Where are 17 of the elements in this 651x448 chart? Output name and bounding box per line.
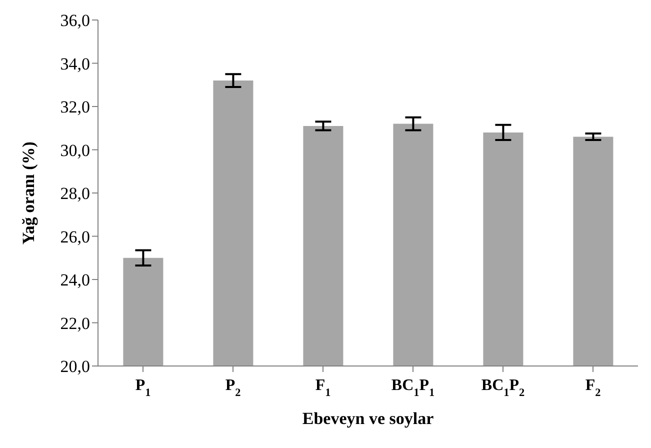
- y-tick-label: 20,0: [60, 357, 90, 376]
- y-tick-label: 34,0: [60, 54, 90, 74]
- x-tick-label: BC$_{1}$P$_{2}$: [481, 377, 526, 399]
- y-tick-label: 22,0: [60, 314, 90, 333]
- x-tick-label: F$_{1}$: [315, 377, 332, 399]
- x-tick-label: P$_{2}$: [225, 377, 242, 399]
- y-axis-title: Yağ oranı (%): [19, 142, 38, 244]
- y-tick-label: 24,0: [60, 270, 90, 290]
- y-tick-label: 32,0: [60, 98, 90, 117]
- x-tick-label: P$_{1}$: [135, 377, 152, 399]
- y-tick-label: 36,0: [60, 11, 90, 30]
- x-axis-title: Ebeveyn ve soylar: [302, 409, 434, 428]
- x-tick-label: BC$_{1}$P$_{1}$: [391, 377, 436, 399]
- y-tick-label: 28,0: [60, 184, 90, 204]
- y-tick-label: 26,0: [60, 227, 90, 246]
- x-tick-label: F$_{2}$: [585, 377, 602, 399]
- y-tick-label: 30,0: [60, 140, 90, 160]
